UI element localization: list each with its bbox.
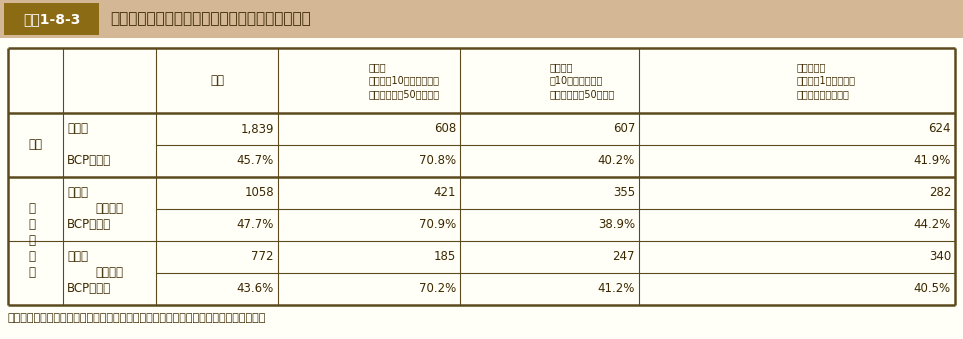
Text: 43.6%: 43.6% [237,282,274,296]
Text: 1,839: 1,839 [241,122,274,136]
Text: 被災あり: 被災あり [95,202,123,216]
Text: 1058: 1058 [245,186,274,199]
Text: 45.7%: 45.7% [237,155,274,167]
Text: 被災なし: 被災なし [95,266,123,279]
Text: 607: 607 [612,122,635,136]
Text: 70.2%: 70.2% [419,282,456,296]
Text: 421: 421 [433,186,456,199]
Text: 41.9%: 41.9% [914,155,951,167]
Text: 中堅企業
（10億円未満かつ
常用雇用者数50人超等: 中堅企業 （10億円未満かつ 常用雇用者数50人超等 [550,62,614,99]
Text: 被
災
の
有
無: 被 災 の 有 無 [28,202,35,279]
Text: 企業数: 企業数 [67,251,88,263]
Text: 247: 247 [612,251,635,263]
Text: 38.9%: 38.9% [598,219,635,232]
Text: 40.2%: 40.2% [598,155,635,167]
FancyBboxPatch shape [0,0,963,38]
Text: 185: 185 [433,251,456,263]
Text: 282: 282 [928,186,951,199]
Text: 340: 340 [928,251,951,263]
Text: その他企業
（資本金1億円超かつ
大・中堅企業以外）: その他企業 （資本金1億円超かつ 大・中堅企業以外） [797,62,856,99]
Text: 図表1-8-3: 図表1-8-3 [23,12,80,26]
Text: 企業数: 企業数 [67,122,88,136]
Text: BCP策定率: BCP策定率 [67,155,111,167]
FancyBboxPatch shape [4,3,99,35]
Text: BCP策定率: BCP策定率 [67,282,111,296]
Text: 772: 772 [251,251,274,263]
Text: 70.8%: 70.8% [419,155,456,167]
Text: 44.2%: 44.2% [914,219,951,232]
Text: 47.7%: 47.7% [237,219,274,232]
Text: 全体: 全体 [29,139,42,152]
Text: 企業数: 企業数 [67,186,88,199]
Text: 企業調査（令和３年度）のアンケートの回収状況: 企業調査（令和３年度）のアンケートの回収状況 [110,12,311,26]
Text: 608: 608 [433,122,456,136]
Text: 全体: 全体 [210,74,224,87]
Text: BCP策定率: BCP策定率 [67,219,111,232]
Bar [8,48,955,305]
Text: 70.9%: 70.9% [419,219,456,232]
Text: 40.5%: 40.5% [914,282,951,296]
Text: 624: 624 [928,122,951,136]
Text: 41.2%: 41.2% [598,282,635,296]
Text: 355: 355 [612,186,635,199]
Text: 出典：「令和３年度企業の事業継続及び防災の取組に関する実態調査」より内閣府作成: 出典：「令和３年度企業の事業継続及び防災の取組に関する実態調査」より内閣府作成 [8,313,267,323]
Text: 大企業
（資本金10億円以上かつ
常用雇用者数50人超等）: 大企業 （資本金10億円以上かつ 常用雇用者数50人超等） [369,62,440,99]
